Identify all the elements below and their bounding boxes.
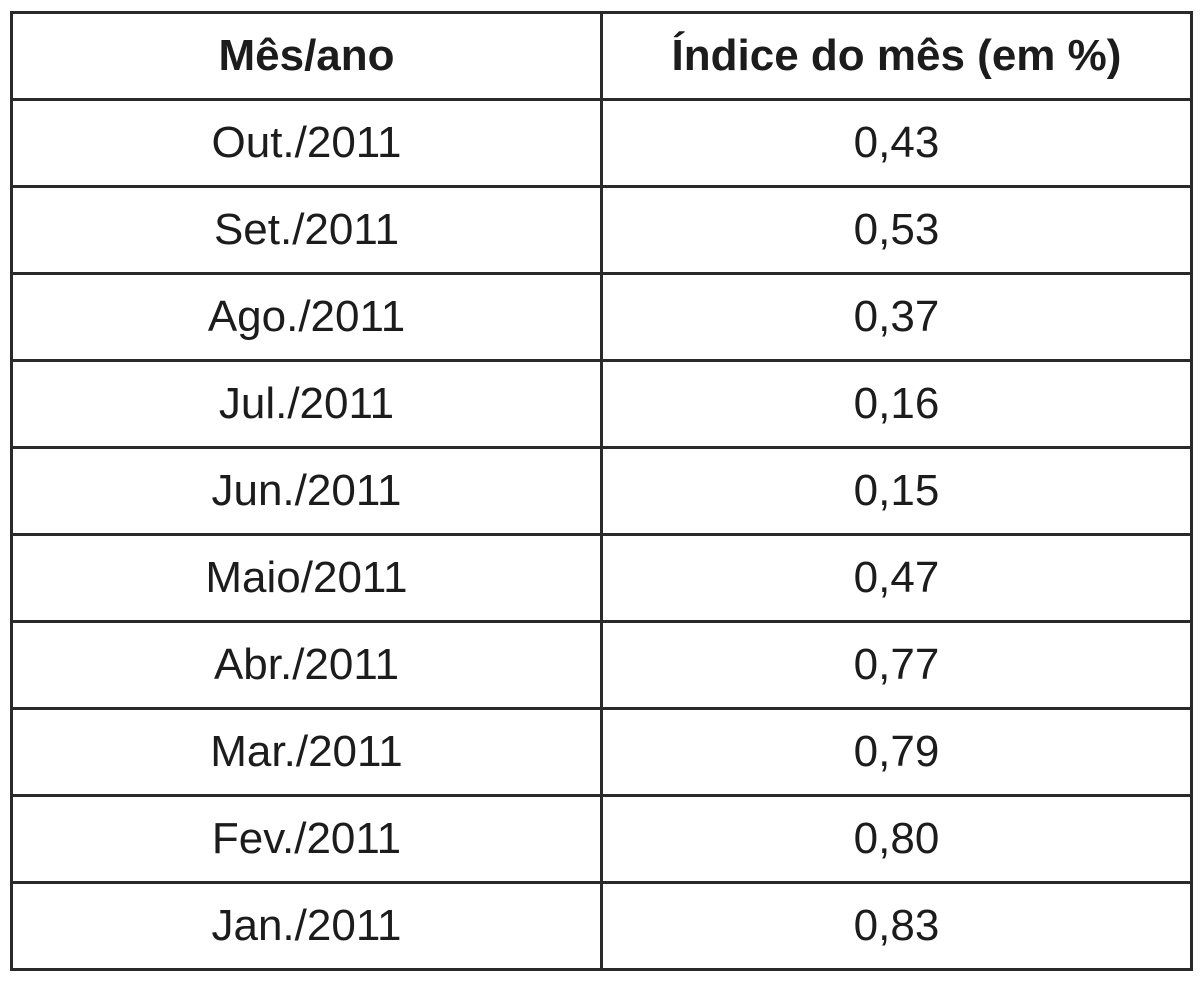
cell-month-year: Out./2011 — [10, 98, 603, 188]
table-row: Maio/2011 0,47 — [10, 533, 1193, 623]
table-row: Out./2011 0,43 — [10, 98, 1193, 188]
cell-month-year: Ago./2011 — [10, 272, 603, 362]
cell-monthly-index: 0,77 — [600, 620, 1193, 710]
cell-month-year: Jul./2011 — [10, 359, 603, 449]
table-row: Jul./2011 0,16 — [10, 359, 1193, 449]
cell-monthly-index: 0,80 — [600, 794, 1193, 884]
cell-monthly-index: 0,16 — [600, 359, 1193, 449]
cell-monthly-index: 0,79 — [600, 707, 1193, 797]
cell-month-year: Maio/2011 — [10, 533, 603, 623]
cell-monthly-index: 0,53 — [600, 185, 1193, 275]
header-month-year: Mês/ano — [10, 11, 603, 101]
table-row: Mar./2011 0,79 — [10, 707, 1193, 797]
table-row: Set./2011 0,53 — [10, 185, 1193, 275]
cell-monthly-index: 0,47 — [600, 533, 1193, 623]
table-row: Fev./2011 0,80 — [10, 794, 1193, 884]
table-row: Ago./2011 0,37 — [10, 272, 1193, 362]
cell-monthly-index: 0,15 — [600, 446, 1193, 536]
table-row: Abr./2011 0,77 — [10, 620, 1193, 710]
cell-monthly-index: 0,83 — [600, 881, 1193, 971]
cell-month-year: Abr./2011 — [10, 620, 603, 710]
table-header-row: Mês/ano Índice do mês (em %) — [10, 11, 1193, 101]
cell-month-year: Jan./2011 — [10, 881, 603, 971]
table-row: Jan./2011 0,83 — [10, 881, 1193, 971]
index-table: Mês/ano Índice do mês (em %) Out./2011 0… — [10, 11, 1193, 971]
cell-month-year: Fev./2011 — [10, 794, 603, 884]
cell-monthly-index: 0,37 — [600, 272, 1193, 362]
table-row: Jun./2011 0,15 — [10, 446, 1193, 536]
cell-month-year: Mar./2011 — [10, 707, 603, 797]
index-table-container: Mês/ano Índice do mês (em %) Out./2011 0… — [10, 11, 1193, 971]
cell-month-year: Jun./2011 — [10, 446, 603, 536]
cell-monthly-index: 0,43 — [600, 98, 1193, 188]
cell-month-year: Set./2011 — [10, 185, 603, 275]
header-monthly-index: Índice do mês (em %) — [600, 11, 1193, 101]
